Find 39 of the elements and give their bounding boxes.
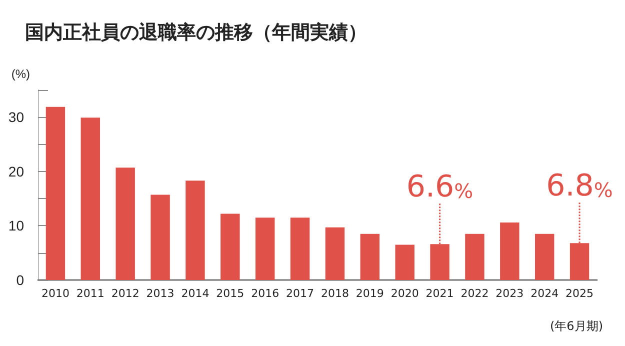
x-tick-label: 2017 [286, 287, 314, 300]
bar [80, 118, 100, 280]
x-tick-label: 2020 [390, 287, 419, 300]
y-axis-title: (%) [11, 67, 30, 81]
x-tick-label: 2019 [356, 287, 384, 300]
bar [290, 218, 310, 280]
x-tick-label: 2014 [181, 287, 210, 300]
x-tick-label: 2025 [566, 287, 594, 300]
y-tick-label: 10 [8, 218, 24, 234]
data-label: 6.8% [546, 168, 613, 204]
bar [360, 234, 380, 280]
y-tick-label: 0 [16, 272, 24, 288]
y-tick-label: 30 [8, 109, 24, 126]
x-tick-label: 2010 [41, 287, 70, 300]
y-tick-label: 20 [8, 163, 24, 180]
bar [150, 194, 170, 280]
bar [325, 227, 345, 280]
x-tick-label: 2021 [426, 287, 454, 300]
x-tick-label: 2018 [320, 287, 349, 300]
x-tick-label: 2022 [460, 287, 489, 300]
bar [255, 218, 275, 280]
bar [534, 234, 554, 280]
x-tick-label: 2012 [111, 287, 140, 300]
bar [220, 214, 240, 280]
bar [395, 244, 414, 280]
bar [116, 168, 135, 280]
chart-title: 国内正社員の退職率の推移（年間実績） [25, 22, 367, 44]
x-tick-label: 2011 [76, 287, 104, 300]
x-tick-label: 2016 [251, 287, 280, 300]
bar [465, 234, 484, 280]
bar [500, 222, 520, 280]
text: (年6月期) [550, 319, 603, 333]
x-tick-label: 2023 [496, 287, 524, 300]
x-tick-label: 2024 [530, 287, 559, 300]
data-label: 6.6% [406, 170, 474, 205]
x-tick-label: 2015 [216, 287, 244, 300]
bar [46, 106, 66, 280]
x-tick-label: 2013 [146, 287, 174, 300]
bar [186, 180, 205, 280]
